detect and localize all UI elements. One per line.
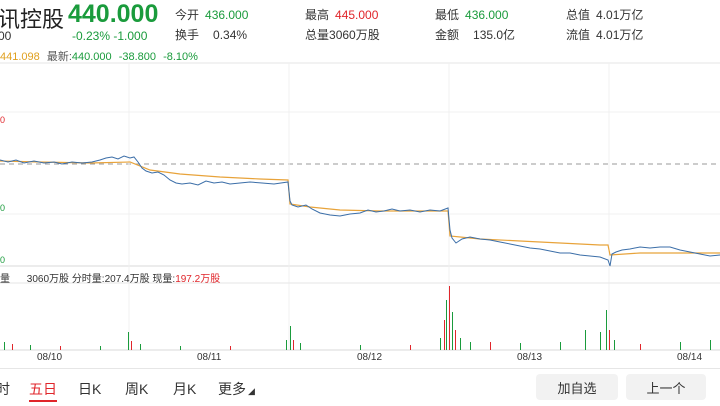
date-label: 08/13 — [517, 352, 543, 363]
tab-monthly-k[interactable]: 月K — [173, 381, 197, 397]
avg-price-line — [0, 160, 720, 256]
latest-value: 440.000 — [71, 51, 112, 63]
date-label: 08/10 — [37, 352, 63, 363]
date-label: 08/11 — [197, 352, 222, 363]
ma-value: 441.098 — [0, 51, 40, 63]
chart-legend: 441.098 最新:440.000 -38.800 -8.10% — [0, 48, 198, 64]
latest-label: 最新: — [46, 51, 72, 63]
tab-weekly-k[interactable]: 周K — [125, 381, 149, 397]
stock-code: 00 — [0, 29, 12, 43]
stat-mktcap: 总值 4.01万亿 — [566, 8, 644, 22]
date-label: 08/12 — [357, 352, 383, 363]
add-watchlist-button[interactable]: 加自选 — [536, 374, 618, 400]
stat-float: 流值 4.01万亿 — [566, 28, 644, 42]
price-change: -0.23% -1.000 — [72, 29, 148, 43]
tab-five-day[interactable]: 五日 — [29, 379, 57, 402]
volume-info: 量 3060万股 分时量:207.4万股 现量:197.2万股 — [0, 274, 221, 285]
stat-high: 最高 445.000 — [305, 8, 379, 22]
axis-label-upper: 0 — [0, 115, 6, 125]
current-price: 440.000 — [68, 0, 159, 28]
stat-open: 今开 436.000 — [175, 8, 249, 22]
volume-bars — [4, 286, 711, 350]
axis-label-mid: 0 — [0, 203, 6, 213]
stat-amount: 金额 135.0亿 — [435, 28, 516, 42]
previous-stock-button[interactable]: 上一个 — [626, 374, 706, 400]
stock-name: 讯控股 — [0, 7, 65, 32]
axis-label-lower: 0 — [0, 255, 6, 265]
tab-intraday[interactable]: 时 — [0, 381, 10, 397]
tab-more[interactable]: 更多 ◢ — [218, 379, 255, 399]
tab-daily-k[interactable]: 日K — [78, 381, 102, 397]
tab-more-label: 更多 — [218, 381, 246, 397]
stat-turnover: 换手 0.34% — [175, 28, 248, 42]
bottom-toolbar: 时 五日 日K 周K 月K 更多 ◢ 加自选 上一个 — [0, 368, 720, 406]
stat-low: 最低 436.000 — [435, 8, 509, 22]
latest-pct: -8.10% — [163, 51, 198, 63]
chevron-down-icon: ◢ — [248, 386, 255, 396]
latest-change: -38.800 — [118, 51, 157, 63]
price-line — [0, 155, 720, 267]
date-label: 08/14 — [677, 352, 703, 363]
stat-volume: 总量3060万股 — [305, 28, 380, 42]
